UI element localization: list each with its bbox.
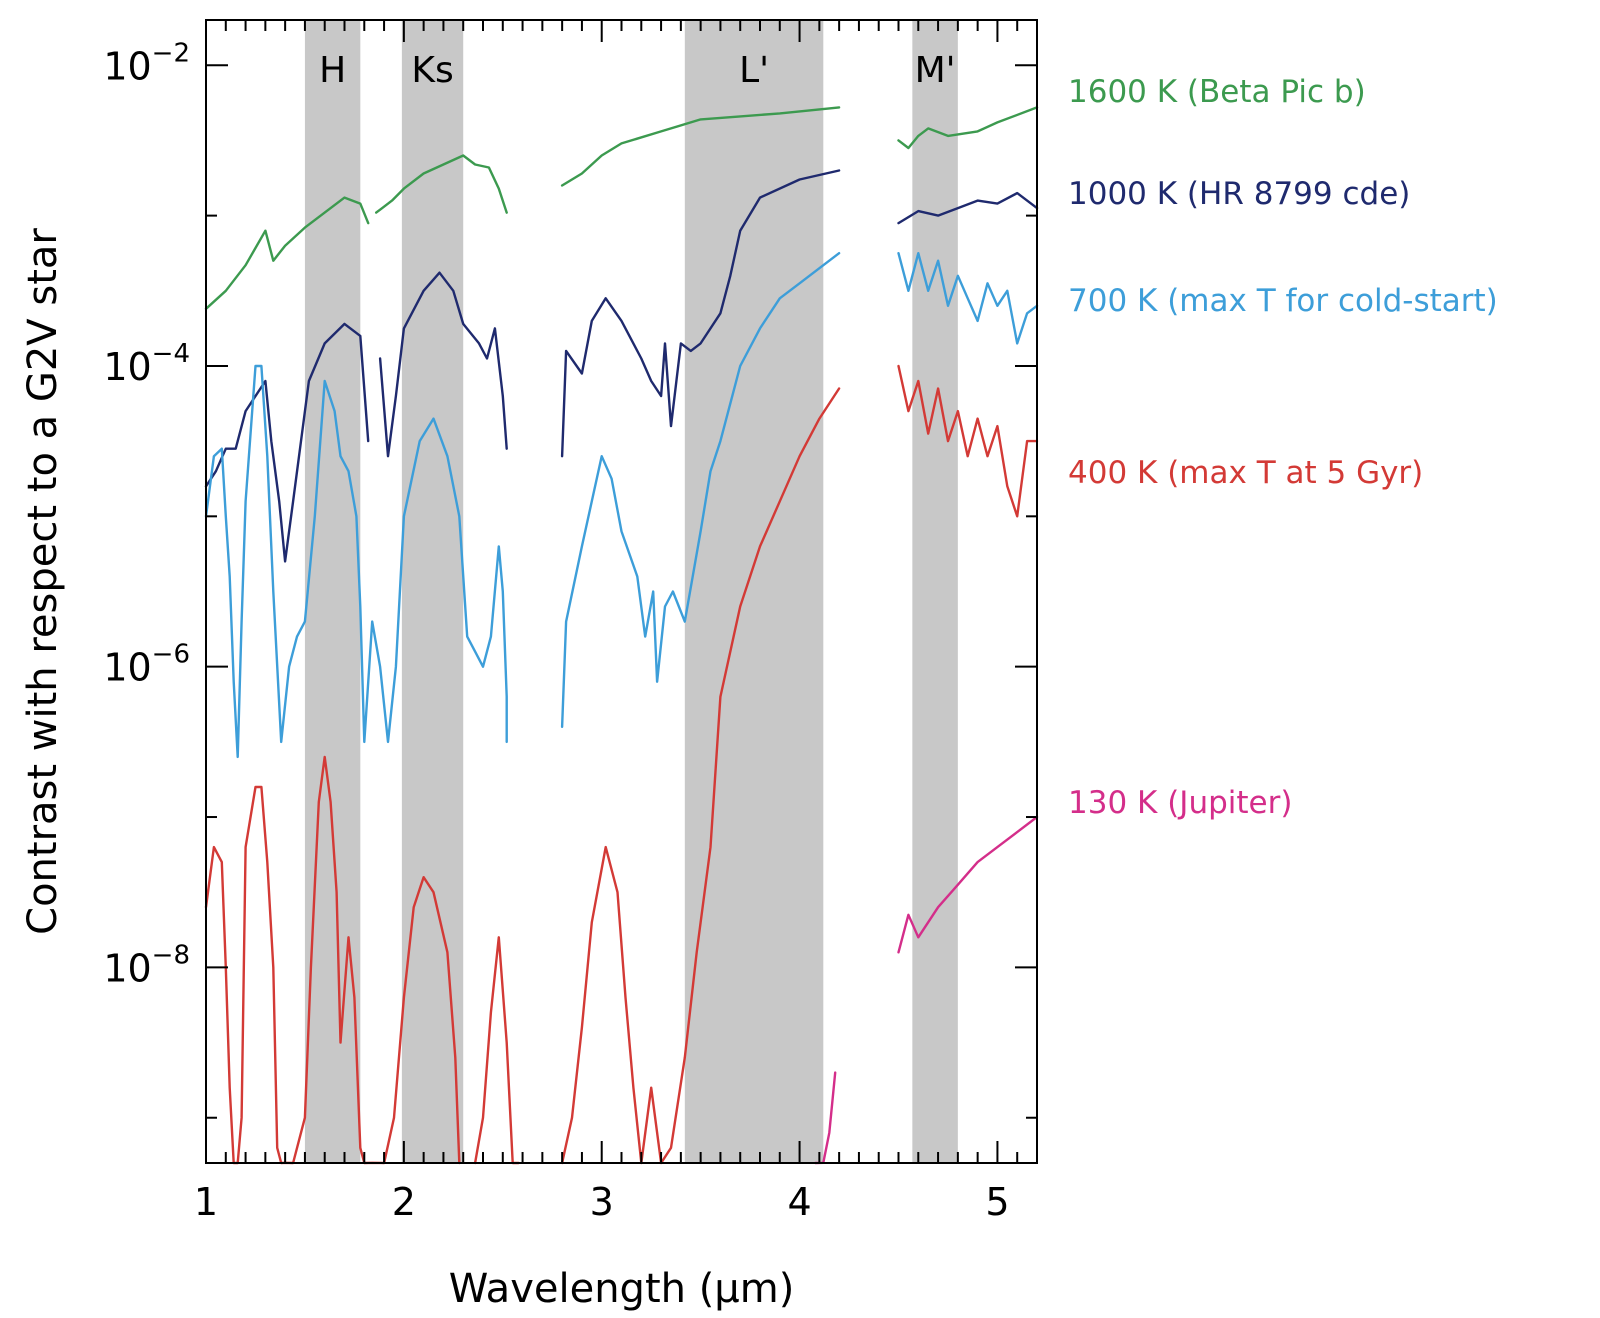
y-tick-exponent: −4: [152, 339, 190, 369]
band-1: [401, 20, 464, 1163]
y-axis-title: Contrast with respect to a G2V star: [20, 228, 66, 935]
x-tick-label-0: 1: [194, 1180, 218, 1224]
band-shading-layer: H Ks L' M': [304, 20, 958, 1163]
legend-entry-0: 1600 K (Beta Pic b): [1068, 74, 1366, 110]
x-tick-label-1: 2: [392, 1180, 416, 1224]
y-tick-base: 10: [103, 946, 151, 990]
band-3: [912, 20, 958, 1163]
y-tick-base: 10: [103, 646, 151, 690]
series-line-2: [204, 252, 1039, 759]
y-tick-label-2: 10−6: [103, 640, 190, 690]
y-tick-label-3: 10−8: [103, 940, 190, 990]
legend-entry-3: 400 K (max T at 5 Gyr): [1068, 455, 1423, 491]
x-tick-label-3: 4: [787, 1180, 811, 1224]
y-tick-exponent: −8: [152, 940, 190, 970]
y-tick-base: 10: [103, 345, 151, 389]
legend-entry-4: 130 K (Jupiter): [1068, 785, 1292, 821]
series-line-3: [204, 364, 1039, 1165]
y-tick-label-0: 10−2: [103, 38, 190, 88]
band-label-3: M': [915, 50, 956, 91]
legend-entry-2: 700 K (max T for cold-start): [1068, 283, 1498, 319]
y-tick-exponent: −2: [152, 38, 190, 68]
series-line-0: [204, 106, 1039, 310]
y-tick-base: 10: [103, 44, 151, 88]
band-label-1: Ks: [411, 50, 453, 91]
series-lines-layer: [204, 106, 1039, 1165]
x-tick-label-4: 5: [985, 1180, 1009, 1224]
band-label-0: H: [319, 50, 346, 91]
y-tick-exponent: −6: [152, 640, 190, 670]
x-tick-label-2: 3: [590, 1180, 614, 1224]
band-2: [684, 20, 824, 1163]
band-0: [304, 20, 361, 1163]
x-axis-title: Wavelength (μm): [449, 1266, 795, 1312]
band-label-2: L': [739, 50, 769, 91]
axis-ticks-layer: [205, 20, 1038, 1163]
axis-labels-layer: 1 2 3 4 510−210−410−610−8: [103, 38, 1009, 1224]
series-line-1: [204, 169, 1039, 563]
legend-entry-1: 1000 K (HR 8799 cde): [1068, 176, 1410, 212]
y-tick-label-1: 10−4: [103, 339, 190, 389]
legend: 1600 K (Beta Pic b) 1000 K (HR 8799 cde) 7…: [1068, 74, 1498, 821]
